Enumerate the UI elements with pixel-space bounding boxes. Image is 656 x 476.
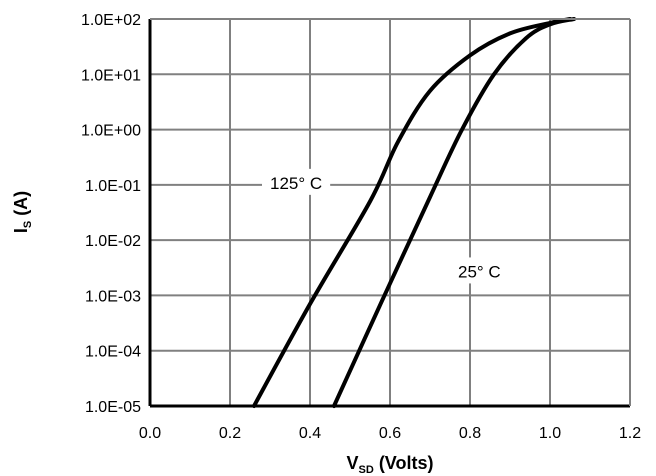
x-tick-labels: 0.0 0.2 0.4 0.6 0.8 1.0 1.2 xyxy=(139,425,641,442)
x-tick-label: 0.0 xyxy=(139,425,161,442)
axes xyxy=(148,18,631,408)
y-tick-label: 1.0E-05 xyxy=(85,399,141,416)
y-tick-label: 1.0E+01 xyxy=(81,67,141,84)
y-tick-label: 1.0E+02 xyxy=(81,12,141,29)
x-tick-label: 0.8 xyxy=(459,425,481,442)
x-tick-label: 1.2 xyxy=(619,425,641,442)
y-axis-label: IS (A) xyxy=(11,191,34,233)
annotation-background xyxy=(262,168,331,195)
annotations: 125° C 25° C xyxy=(262,168,509,284)
series-line-1 xyxy=(332,17,576,408)
y-tick-label: 1.0E-01 xyxy=(85,178,141,195)
series-label-0: 125° C xyxy=(270,174,322,193)
series-label-1: 25° C xyxy=(458,262,501,281)
x-tick-label: 1.0 xyxy=(539,425,561,442)
y-tick-labels: 1.0E-05 1.0E-04 1.0E-03 1.0E-02 1.0E-01 1.0E+… xyxy=(81,12,141,416)
grid-lines xyxy=(150,19,630,406)
series-lines xyxy=(252,17,576,408)
series-line-0 xyxy=(252,17,572,408)
y-tick-label: 1.0E-03 xyxy=(85,288,141,305)
x-axis-label: VSD (Volts) xyxy=(347,453,434,476)
x-tick-label: 0.2 xyxy=(219,425,241,442)
y-tick-label: 1.0E-04 xyxy=(85,344,141,361)
x-tick-label: 0.6 xyxy=(379,425,401,442)
x-tick-label: 0.4 xyxy=(299,425,321,442)
annotation-background xyxy=(450,257,509,284)
y-tick-label: 1.0E-02 xyxy=(85,233,141,250)
y-tick-label: 1.0E+00 xyxy=(81,123,141,140)
